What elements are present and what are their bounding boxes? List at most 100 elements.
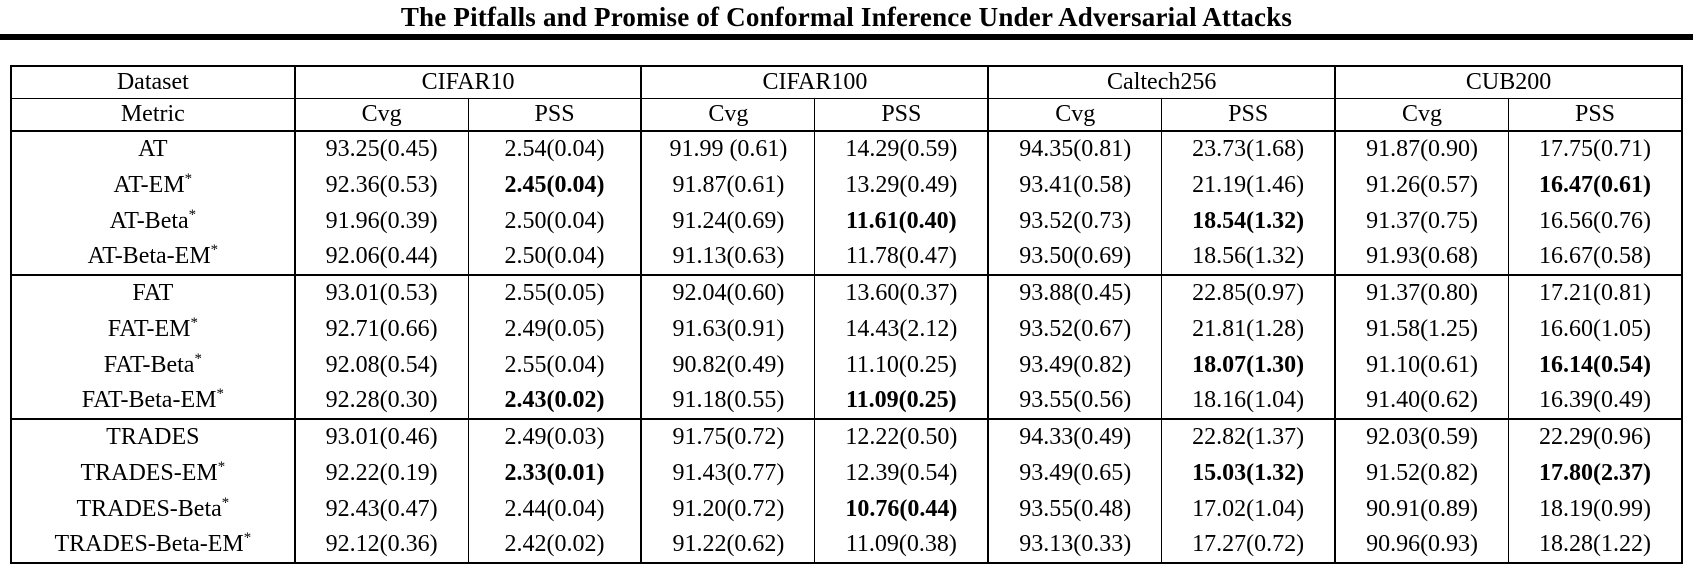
row-label: TRADES-EM*: [80, 458, 226, 486]
metric-header-cub200-cvg: Cvg: [1334, 98, 1509, 132]
cell-cub200-cvg: 91.52(0.82): [1334, 455, 1509, 491]
metric-header-cifar10-pss: PSS: [467, 98, 642, 132]
results-table: Dataset CIFAR10 CIFAR100 Caltech256 CUB200 Me…: [10, 65, 1683, 564]
cell-cifar100-cvg: 91.20(0.72): [640, 491, 815, 527]
cell-cub200-cvg: 91.40(0.62): [1334, 383, 1509, 419]
cell-cifar10-cvg: 92.71(0.66): [293, 311, 469, 347]
metric-header-caltech256-pss: PSS: [1161, 98, 1336, 132]
table-row: TRADES-Beta* 92.43(0.47) 2.44(0.04) 91.20(0…: [11, 491, 1682, 527]
cell-cifar100-pss: 10.76(0.44): [814, 491, 989, 527]
cell-cifar10-cvg: 93.01(0.46): [293, 418, 469, 455]
superscript-asterisk: *: [221, 494, 230, 511]
table-head: Dataset CIFAR10 CIFAR100 Caltech256 CUB200 Me…: [11, 66, 1682, 132]
cell-cifar100-cvg: 91.99 (0.61): [640, 131, 815, 167]
superscript-asterisk: *: [216, 386, 224, 402]
cell-cifar10-pss: 2.44(0.04): [467, 491, 642, 527]
superscript-asterisk: *: [190, 314, 198, 331]
superscript-asterisk: *: [188, 206, 197, 223]
cell-cifar100-pss: 14.29(0.59): [814, 131, 989, 167]
cell-cifar100-pss: 12.22(0.50): [814, 418, 989, 455]
cell-cifar100-cvg: 90.82(0.49): [640, 347, 815, 383]
cell-cifar100-cvg: 91.24(0.69): [640, 203, 815, 239]
dataset-corner-label: Dataset: [11, 66, 295, 99]
table-row: FAT-EM* 92.71(0.66) 2.49(0.05) 91.63(0.91) 1…: [11, 311, 1682, 347]
superscript-asterisk: *: [217, 458, 226, 475]
metric-header-cifar10-cvg: Cvg: [293, 98, 469, 132]
cell-cifar10-cvg: 93.01(0.53): [293, 274, 469, 311]
table-row: FAT 93.01(0.53) 2.55(0.05) 92.04(0.60) 13.60…: [11, 274, 1682, 311]
cell-cifar10-cvg: 92.36(0.53): [293, 167, 469, 203]
cell-caltech256-cvg: 93.52(0.73): [987, 203, 1162, 239]
cell-cifar100-cvg: 91.13(0.63): [640, 239, 815, 275]
cell-caltech256-pss: 15.03(1.32): [1161, 455, 1336, 491]
cell-cifar10-cvg: 92.08(0.54): [293, 347, 469, 383]
cell-cub200-cvg: 91.87(0.90): [1334, 131, 1509, 167]
cell-cifar10-pss: 2.49(0.03): [467, 418, 642, 455]
cell-caltech256-cvg: 94.35(0.81): [987, 131, 1162, 167]
cell-cub200-cvg: 92.03(0.59): [1334, 418, 1509, 455]
cell-caltech256-pss: 17.02(1.04): [1161, 491, 1336, 527]
cell-cifar100-cvg: 92.04(0.60): [640, 274, 815, 311]
cell-caltech256-pss: 21.19(1.46): [1161, 167, 1336, 203]
cell-caltech256-cvg: 93.13(0.33): [987, 527, 1162, 563]
table-row: TRADES-Beta-EM* 92.12(0.36) 2.42(0.02) 91.2…: [11, 527, 1682, 563]
row-label: TRADES-Beta*: [76, 494, 230, 522]
cell-cub200-cvg: 91.37(0.75): [1334, 203, 1509, 239]
cell-caltech256-pss: 22.85(0.97): [1161, 274, 1336, 311]
row-label: AT-Beta*: [109, 206, 197, 234]
cell-cub200-cvg: 90.91(0.89): [1334, 491, 1509, 527]
cell-cub200-cvg: 91.58(1.25): [1334, 311, 1509, 347]
row-label: AT-EM*: [113, 170, 193, 198]
header-metric-row: Metric Cvg PSS Cvg PSS Cvg PSS Cvg PSS: [11, 98, 1682, 132]
cell-cub200-cvg: 91.93(0.68): [1334, 239, 1509, 275]
row-label: TRADES-Beta-EM*: [54, 530, 252, 557]
table-row: TRADES-EM* 92.22(0.19) 2.33(0.01) 91.43(0.7…: [11, 455, 1682, 491]
dataset-header-caltech256: Caltech256: [987, 66, 1336, 99]
cell-caltech256-pss: 21.81(1.28): [1161, 311, 1336, 347]
cell-cifar100-cvg: 91.43(0.77): [640, 455, 815, 491]
cell-cifar100-pss: 11.09(0.25): [814, 383, 989, 419]
cell-caltech256-pss: 18.54(1.32): [1161, 203, 1336, 239]
table-body: AT 93.25(0.45) 2.54(0.04) 91.99 (0.61) 14.29…: [11, 131, 1682, 563]
table-row: FAT-Beta* 92.08(0.54) 2.55(0.04) 90.82(0.49…: [11, 347, 1682, 383]
table-row: AT-EM* 92.36(0.53) 2.45(0.04) 91.87(0.61) 13…: [11, 167, 1682, 203]
cell-cub200-cvg: 90.96(0.93): [1334, 527, 1509, 563]
metric-corner-label: Metric: [11, 98, 295, 132]
row-label: AT: [138, 136, 168, 162]
cell-cifar100-pss: 11.61(0.40): [814, 203, 989, 239]
cell-cub200-cvg: 91.26(0.57): [1334, 167, 1509, 203]
table-row: AT 93.25(0.45) 2.54(0.04) 91.99 (0.61) 14.29…: [11, 131, 1682, 167]
cell-cifar10-cvg: 91.96(0.39): [293, 203, 469, 239]
cell-cifar10-cvg: 92.06(0.44): [293, 239, 469, 275]
cell-caltech256-cvg: 93.88(0.45): [987, 274, 1162, 311]
cell-caltech256-pss: 17.27(0.72): [1161, 527, 1336, 563]
cell-cifar10-pss: 2.43(0.02): [467, 383, 642, 419]
cell-cifar10-cvg: 92.22(0.19): [293, 455, 469, 491]
cell-cub200-pss: 17.21(0.81): [1508, 274, 1682, 311]
cell-cifar10-cvg: 92.28(0.30): [293, 383, 469, 419]
cell-caltech256-cvg: 93.49(0.82): [987, 347, 1162, 383]
superscript-asterisk: *: [194, 350, 202, 367]
header-dataset-row: Dataset CIFAR10 CIFAR100 Caltech256 CUB200: [11, 66, 1682, 99]
cell-cub200-pss: 16.67(0.58): [1508, 239, 1682, 275]
metric-header-caltech256-cvg: Cvg: [987, 98, 1162, 132]
cell-cifar10-cvg: 92.43(0.47): [293, 491, 469, 527]
cell-cub200-pss: 17.75(0.71): [1508, 131, 1682, 167]
cell-cifar100-cvg: 91.75(0.72): [640, 418, 815, 455]
cell-cifar10-pss: 2.45(0.04): [467, 167, 642, 203]
cell-caltech256-pss: 22.82(1.37): [1161, 418, 1336, 455]
table-row: AT-Beta-EM* 92.06(0.44) 2.50(0.04) 91.13(0.…: [11, 239, 1682, 275]
cell-cub200-pss: 18.19(0.99): [1508, 491, 1682, 527]
cell-cub200-pss: 16.60(1.05): [1508, 311, 1682, 347]
dataset-header-cifar100: CIFAR100: [640, 66, 989, 99]
cell-cifar100-pss: 11.10(0.25): [814, 347, 989, 383]
metric-header-cifar100-pss: PSS: [814, 98, 989, 132]
cell-caltech256-pss: 18.07(1.30): [1161, 347, 1336, 383]
cell-cifar100-pss: 13.60(0.37): [814, 274, 989, 311]
cell-caltech256-pss: 23.73(1.68): [1161, 131, 1336, 167]
cell-caltech256-cvg: 93.52(0.67): [987, 311, 1162, 347]
cell-caltech256-cvg: 93.55(0.48): [987, 491, 1162, 527]
cell-cifar10-pss: 2.55(0.04): [467, 347, 642, 383]
cell-caltech256-cvg: 94.33(0.49): [987, 418, 1162, 455]
